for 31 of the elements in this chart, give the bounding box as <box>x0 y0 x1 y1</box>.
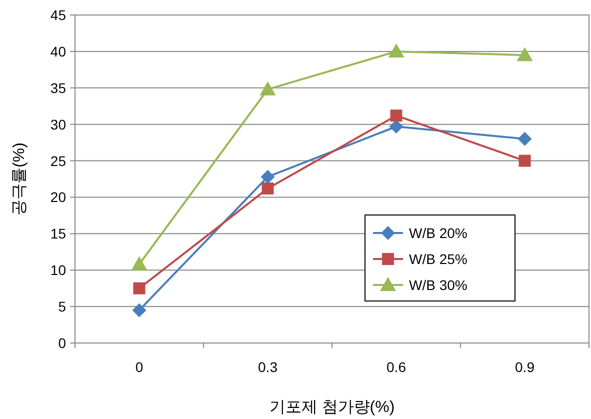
y-tick-label: 25 <box>50 152 66 169</box>
point <box>389 120 404 134</box>
y-tick-label: 0 <box>58 335 66 351</box>
x-tick-label: 0.9 <box>515 359 535 375</box>
x-tick-label: 0.3 <box>258 359 278 375</box>
legend-label: W/B 25% <box>409 251 468 267</box>
point <box>260 170 275 184</box>
point <box>388 43 404 58</box>
point <box>518 132 532 146</box>
point <box>390 110 402 122</box>
y-tick-label: 10 <box>50 262 66 278</box>
x-tick-label: 0 <box>135 359 144 375</box>
y-tick-label: 20 <box>50 189 66 206</box>
x-tick-label: 0.6 <box>386 359 406 375</box>
point <box>132 303 146 318</box>
y-tick-label: 15 <box>50 226 66 242</box>
y-tick-label: 30 <box>50 116 66 132</box>
point <box>133 282 146 294</box>
y-tick-label: 35 <box>50 80 66 96</box>
x-axis-title: 기포제 첨가량(%) <box>269 399 395 416</box>
point <box>262 182 274 194</box>
y-axis-title: 공극률(%) <box>11 142 28 216</box>
y-tick-label: 40 <box>50 43 66 60</box>
legend-label: W/B 20% <box>409 225 468 241</box>
point <box>131 256 148 270</box>
y-tick-label: 5 <box>58 298 66 315</box>
y-tick-label: 45 <box>50 7 66 23</box>
point <box>516 47 533 62</box>
point <box>518 154 531 167</box>
legend-label: W/B 30% <box>409 277 468 293</box>
point <box>260 81 276 96</box>
